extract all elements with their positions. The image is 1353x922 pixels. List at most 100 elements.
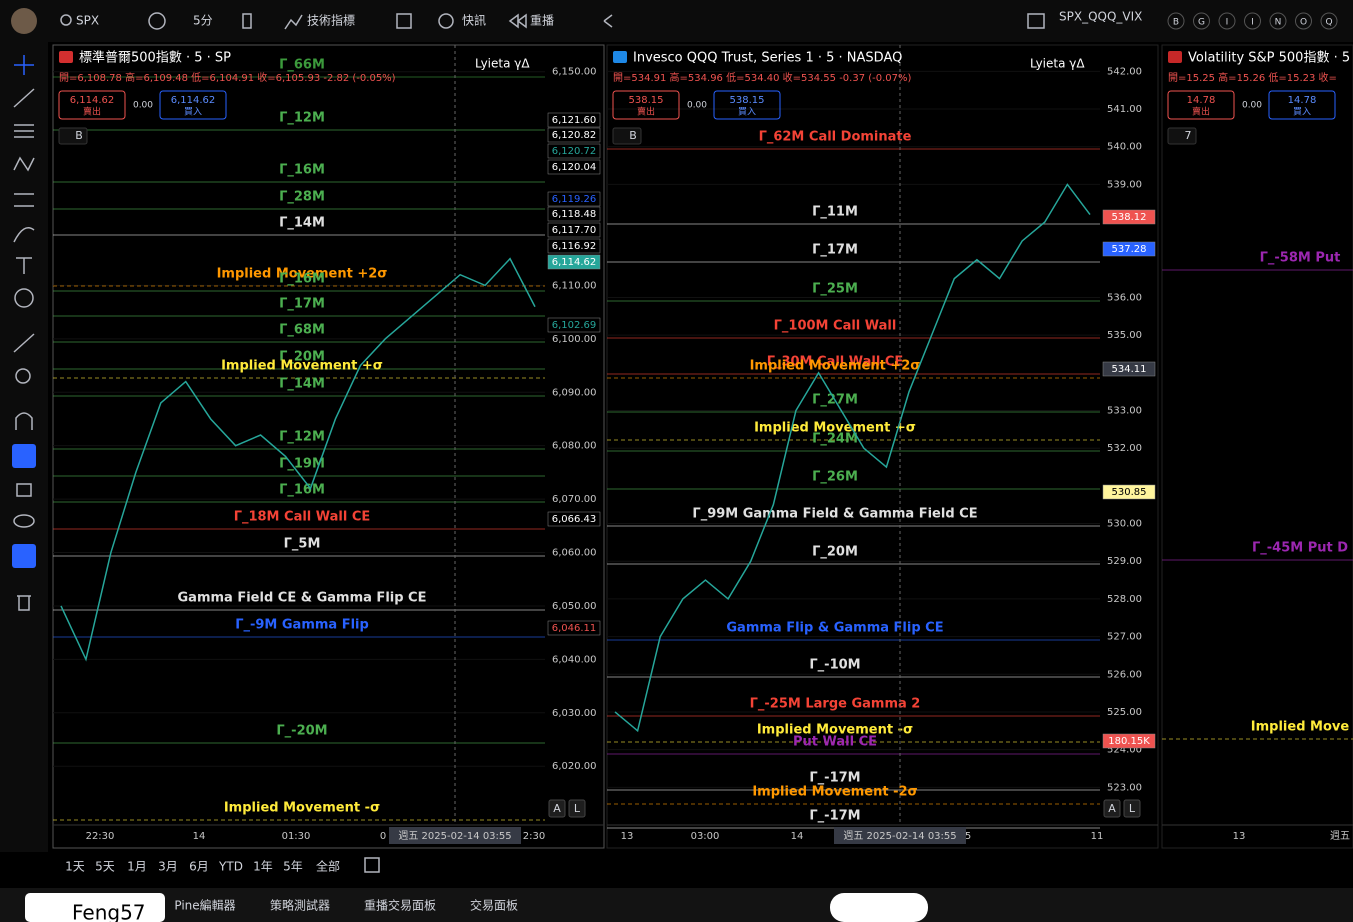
- range-button[interactable]: 1天: [65, 860, 85, 874]
- scale-button[interactable]: [548, 799, 566, 818]
- delete-tool[interactable]: [17, 595, 31, 611]
- range-button[interactable]: 5年: [283, 860, 303, 874]
- forecast-tool[interactable]: [14, 193, 34, 207]
- watch-circle[interactable]: [1269, 12, 1287, 30]
- collapse-label: B: [629, 129, 637, 142]
- lock-tool[interactable]: [16, 483, 32, 497]
- watch-circle[interactable]: [1295, 12, 1312, 30]
- watch-circle[interactable]: [1218, 12, 1236, 30]
- buy-button[interactable]: [1268, 90, 1336, 120]
- range-button[interactable]: 1年: [253, 860, 273, 874]
- magnet-tool[interactable]: [15, 412, 33, 430]
- sync-tool[interactable]: [12, 544, 36, 568]
- alert-icon[interactable]: [438, 13, 454, 29]
- buy-label: 買入: [1293, 107, 1311, 118]
- chart-pane[interactable]: 542.00 541.00 540.00 539.00 536.00 535.00 533.…: [606, 44, 1159, 849]
- indicator-name[interactable]: Lyieta γΔ: [475, 57, 530, 71]
- buy-button[interactable]: [713, 90, 781, 120]
- range-button[interactable]: YTD: [218, 860, 243, 874]
- chart-pane[interactable]: 6,150.00 6,110.00 6,100.00 6,090.00 6,080.00…: [52, 44, 605, 849]
- pane-title[interactable]: Invesco QQQ Trust, Series 1 · 5 · NASDAQ: [633, 51, 902, 66]
- sell-button[interactable]: [612, 90, 680, 120]
- replay-icon[interactable]: [508, 13, 527, 29]
- watch-letter[interactable]: O: [1300, 18, 1307, 28]
- symbol[interactable]: SPX: [76, 14, 99, 28]
- y-tick-label: 6,080.00: [552, 441, 597, 452]
- scale-button-label: A: [553, 802, 561, 815]
- sell-label: 賣出: [1192, 106, 1210, 118]
- indicators[interactable]: 技術指標: [307, 13, 355, 28]
- price-badge: [547, 238, 601, 254]
- avatar[interactable]: [11, 8, 37, 34]
- replay[interactable]: 重播: [530, 14, 554, 28]
- zoom-tool[interactable]: [15, 368, 31, 384]
- brush-tool[interactable]: [13, 227, 35, 243]
- collapse-button[interactable]: [58, 127, 88, 145]
- scale-button[interactable]: [1123, 799, 1141, 818]
- buy-button[interactable]: [159, 90, 227, 120]
- collapse-button[interactable]: [612, 127, 642, 145]
- alerts[interactable]: 快訊: [462, 13, 486, 28]
- scale-button[interactable]: [1103, 799, 1121, 818]
- hide-tool[interactable]: [13, 514, 35, 528]
- bottom-tab[interactable]: 交易面板: [470, 898, 518, 913]
- text-tool[interactable]: [16, 257, 32, 274]
- range-button[interactable]: 3月: [158, 860, 178, 874]
- fib-tool[interactable]: [14, 124, 34, 138]
- watch-circle[interactable]: [1244, 12, 1261, 30]
- watch-letter[interactable]: N: [1275, 18, 1282, 28]
- bottom-tab[interactable]: 重播交易面板: [364, 898, 436, 913]
- price-badge-label: 6,120.04: [552, 162, 597, 173]
- bottom-tab[interactable]: 策略測試器: [270, 898, 330, 913]
- pane-frame: [606, 44, 1159, 849]
- price-badge-label: 534.11: [1112, 364, 1147, 375]
- chart-type[interactable]: [242, 13, 252, 29]
- crosshair-tool[interactable]: [14, 55, 34, 75]
- search-icon[interactable]: [60, 14, 72, 26]
- level-label: Γ_62M Call Dominate: [759, 130, 912, 145]
- price-badge: [547, 511, 601, 527]
- goto-date[interactable]: [364, 857, 380, 873]
- add-symbol[interactable]: [148, 12, 166, 30]
- watch-letter[interactable]: B: [1173, 18, 1179, 28]
- watch-letter[interactable]: Q: [1325, 18, 1332, 28]
- scale-button[interactable]: [568, 799, 586, 818]
- emoji-tool[interactable]: [14, 288, 34, 308]
- floating-controls[interactable]: [830, 893, 928, 922]
- sell-label: 賣出: [83, 106, 101, 118]
- layout-icon[interactable]: [1027, 13, 1045, 29]
- indicators-icon[interactable]: [284, 14, 303, 30]
- watch-circle[interactable]: [1167, 12, 1185, 30]
- pane-title[interactable]: 標準普爾500指數 · 5 · SP: [79, 50, 231, 66]
- pane-title[interactable]: Volatility S&P 500指數 · 5: [1188, 51, 1350, 66]
- buy-label: 買入: [738, 107, 756, 118]
- watch-letter[interactable]: I: [1251, 18, 1254, 28]
- watch-letter[interactable]: I: [1226, 18, 1229, 28]
- range-button[interactable]: 1月: [127, 860, 147, 874]
- ruler-tool[interactable]: [13, 333, 35, 353]
- bottom-tab[interactable]: Pine編輯器: [174, 898, 235, 913]
- watch-circle[interactable]: [1320, 12, 1338, 30]
- pattern-tool[interactable]: [13, 156, 35, 172]
- indicator-name[interactable]: Lyieta γΔ: [1030, 57, 1085, 71]
- sell-button[interactable]: [58, 90, 126, 120]
- level-label: Γ_-58M Put: [1260, 251, 1341, 266]
- chart-pane[interactable]: Γ_-58M Put Γ_-45M Put D Implied Move Volati…: [1161, 44, 1353, 849]
- range-bar: [48, 850, 1353, 884]
- watch-circle[interactable]: [1193, 12, 1210, 30]
- watch-letter[interactable]: G: [1198, 18, 1205, 28]
- layouts-icon[interactable]: [396, 13, 412, 29]
- undo[interactable]: [603, 14, 613, 28]
- y-tick-label: 532.00: [1107, 443, 1142, 454]
- buy-label: 買入: [184, 107, 202, 118]
- range-button[interactable]: 6月: [189, 860, 209, 874]
- layout-symbols[interactable]: SPX_QQQ_VIX: [1059, 10, 1142, 24]
- stay-drawing[interactable]: [12, 444, 36, 468]
- interval[interactable]: 5分: [193, 14, 213, 28]
- range-button[interactable]: 5天: [95, 860, 115, 874]
- line-tool[interactable]: [13, 88, 35, 108]
- range-button[interactable]: 全部: [316, 859, 340, 874]
- level-label: Γ_25M: [812, 282, 858, 297]
- collapse-button[interactable]: [1167, 127, 1197, 145]
- sell-button[interactable]: [1167, 90, 1235, 120]
